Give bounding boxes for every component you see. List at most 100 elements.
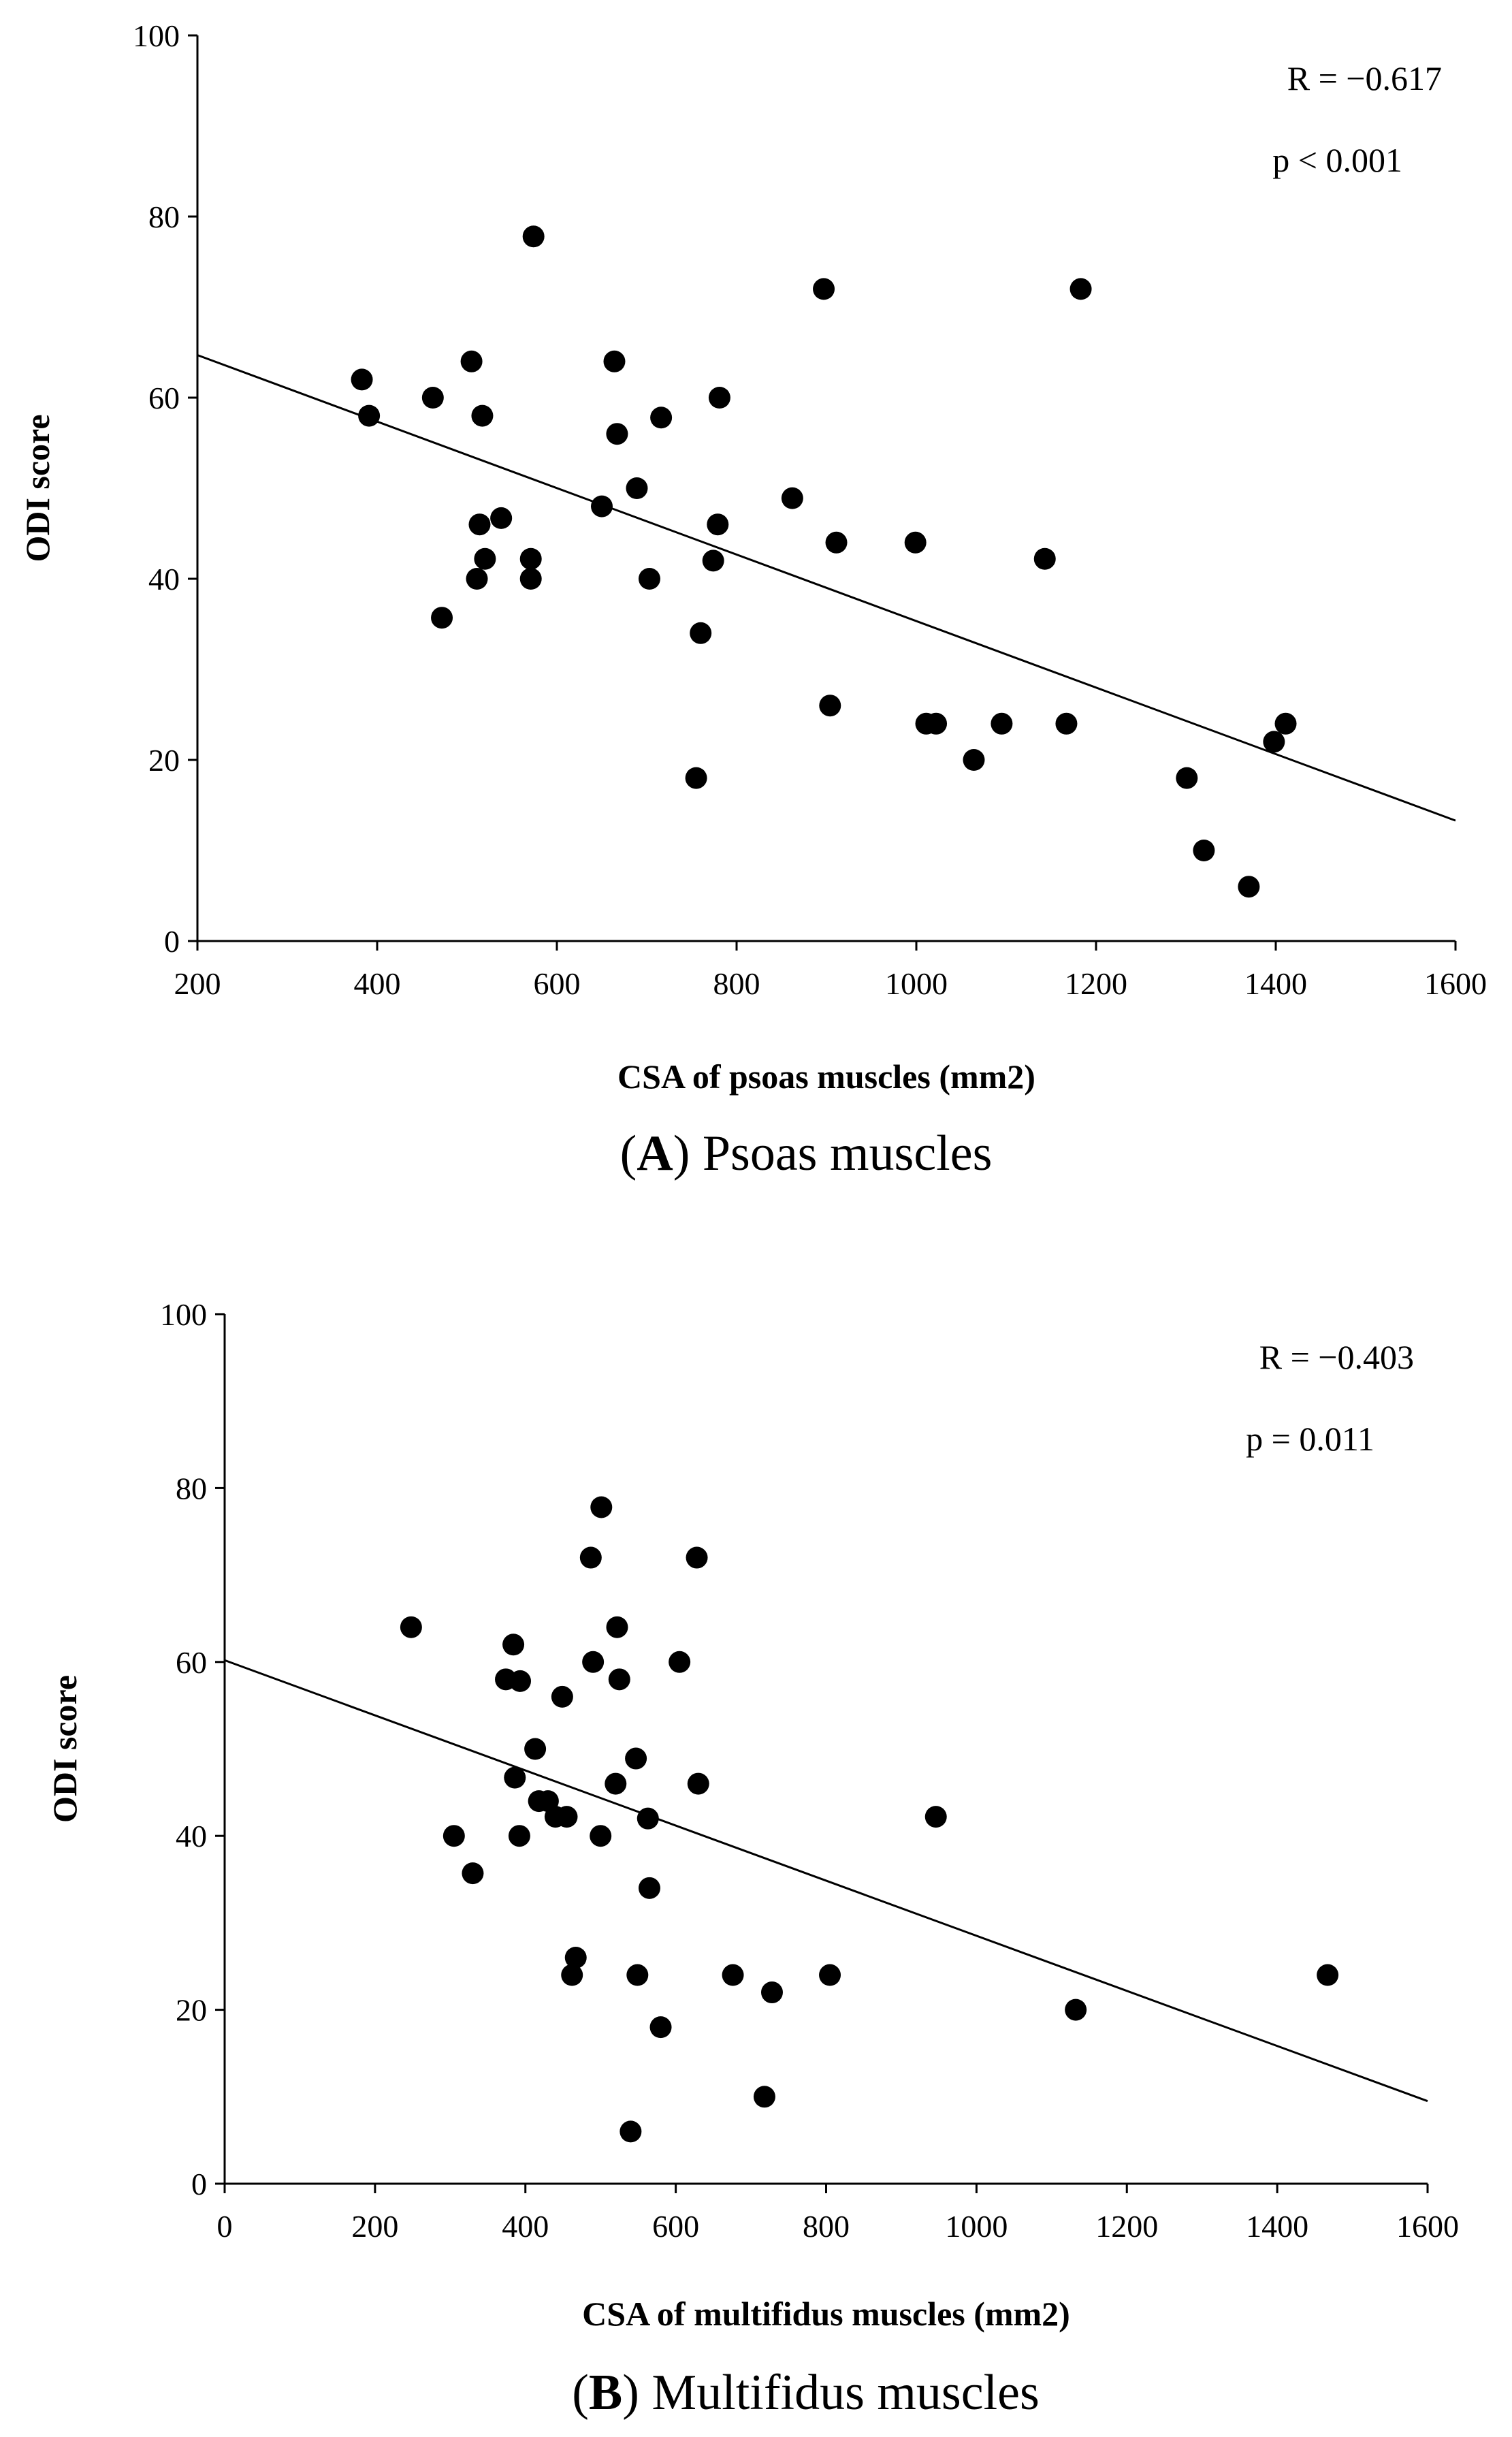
- data-point: [924, 1806, 947, 1828]
- y-tick-label: 100: [160, 1297, 207, 1332]
- data-point: [608, 1668, 630, 1691]
- x-tick-label: 800: [713, 966, 760, 1001]
- data-point: [519, 568, 542, 590]
- data-point: [490, 507, 513, 529]
- panel-caption: (A) Psoas muscles: [620, 1126, 993, 1181]
- x-tick-label: 600: [652, 2209, 699, 2244]
- panel-caption-text: Psoas muscles: [703, 1126, 993, 1181]
- data-point: [685, 767, 707, 789]
- data-point: [524, 1738, 547, 1760]
- y-tick-label: 0: [164, 924, 180, 959]
- panel-caption-text: Multifidus muscles: [652, 2365, 1039, 2421]
- y-tick-label: 20: [148, 743, 180, 778]
- x-tick-label: 1200: [1095, 2209, 1158, 2244]
- data-point: [649, 2016, 672, 2039]
- regression-line: [224, 1659, 1428, 2103]
- data-point: [991, 712, 1013, 735]
- data-point: [443, 1825, 465, 1847]
- data-point: [556, 1806, 578, 1828]
- data-point: [1176, 767, 1198, 789]
- data-point: [626, 1964, 649, 1986]
- data-point: [1193, 840, 1215, 861]
- data-points: [400, 1496, 1339, 2143]
- y-axis-label: ODI score: [18, 414, 57, 562]
- y-tick-label: 80: [176, 1471, 207, 1506]
- data-point: [813, 278, 835, 300]
- data-point: [638, 568, 660, 590]
- x-ticks: 0 200 400 600 800 1000 1200 1400 1600: [217, 2184, 1459, 2244]
- data-point: [421, 387, 444, 409]
- x-tick-label: 1000: [945, 2209, 1008, 2244]
- p-value-annotation: p = 0.011: [1246, 1420, 1374, 1458]
- data-point: [753, 2086, 775, 2108]
- data-point: [474, 547, 496, 570]
- x-axis-label: CSA of psoas muscles (mm2): [617, 1057, 1035, 1096]
- data-point: [606, 423, 628, 445]
- data-point: [504, 1766, 526, 1789]
- x-tick-label: 1400: [1244, 966, 1307, 1001]
- data-point: [650, 407, 673, 429]
- panel-letter: A: [637, 1126, 673, 1181]
- correlation-annotation: R = −0.403: [1259, 1338, 1414, 1376]
- x-tick-label: 400: [354, 966, 401, 1001]
- p-value-annotation: p < 0.001: [1272, 141, 1402, 179]
- data-point: [1238, 876, 1260, 898]
- correlation-annotation: R = −0.617: [1287, 59, 1442, 97]
- y-tick-label: 40: [176, 1819, 207, 1853]
- x-tick-label: 1600: [1424, 966, 1487, 1001]
- data-points: [351, 225, 1297, 898]
- data-point: [591, 495, 613, 517]
- x-ticks: 200 400 600 800 1000 1200 1400 1600: [174, 941, 1487, 1001]
- data-point: [825, 531, 848, 554]
- data-point: [358, 404, 381, 427]
- data-point: [686, 1546, 708, 1569]
- data-point: [471, 404, 494, 427]
- y-ticks: 0 20 40 60 80 100: [160, 1297, 225, 2201]
- y-tick-label: 40: [148, 562, 180, 596]
- data-point: [625, 1747, 647, 1770]
- x-tick-label: 0: [217, 2209, 233, 2244]
- data-point: [781, 487, 803, 509]
- data-point: [460, 350, 483, 372]
- y-tick-label: 0: [191, 2167, 207, 2201]
- data-point: [579, 1546, 602, 1569]
- data-point: [722, 1964, 744, 1986]
- x-tick-label: 200: [174, 966, 221, 1001]
- data-point: [637, 1807, 659, 1830]
- data-point: [1274, 712, 1297, 735]
- data-point: [1055, 712, 1078, 735]
- panel-b: 0 200 400 600 800 1000 1200 1400 1600 0 20 40 60 80 1…: [46, 1297, 1459, 2421]
- data-point: [462, 1862, 484, 1885]
- data-point: [1065, 1998, 1087, 2021]
- y-tick-label: 80: [148, 200, 180, 234]
- panel-caption: (B) Multifidus muscles: [572, 2365, 1040, 2421]
- data-point: [760, 1981, 783, 2004]
- panel-letter: B: [589, 2365, 622, 2421]
- x-tick-label: 400: [502, 2209, 549, 2244]
- data-point: [603, 350, 626, 372]
- data-point: [963, 749, 985, 771]
- data-point: [522, 225, 545, 248]
- data-point: [702, 549, 724, 572]
- data-point: [590, 1825, 612, 1847]
- data-point: [561, 1964, 583, 1986]
- x-tick-label: 600: [534, 966, 581, 1001]
- y-tick-label: 100: [133, 18, 180, 53]
- data-point: [509, 1670, 532, 1692]
- data-point: [605, 1772, 627, 1795]
- y-tick-label: 20: [176, 1993, 207, 2028]
- data-point: [687, 1772, 709, 1795]
- data-point: [819, 695, 841, 717]
- y-ticks: 0 20 40 60 80 100: [133, 18, 197, 959]
- data-point: [707, 513, 729, 536]
- data-point: [508, 1825, 530, 1847]
- data-point: [620, 2120, 642, 2143]
- x-tick-label: 1200: [1065, 966, 1127, 1001]
- data-point: [1317, 1964, 1339, 1986]
- data-point: [502, 1634, 525, 1656]
- data-point: [819, 1964, 841, 1986]
- regression-line: [197, 354, 1456, 822]
- data-point: [582, 1651, 605, 1673]
- panel-a: 200 400 600 800 1000 1200 1400 1600 0 20 40 60 80 10…: [18, 18, 1487, 1181]
